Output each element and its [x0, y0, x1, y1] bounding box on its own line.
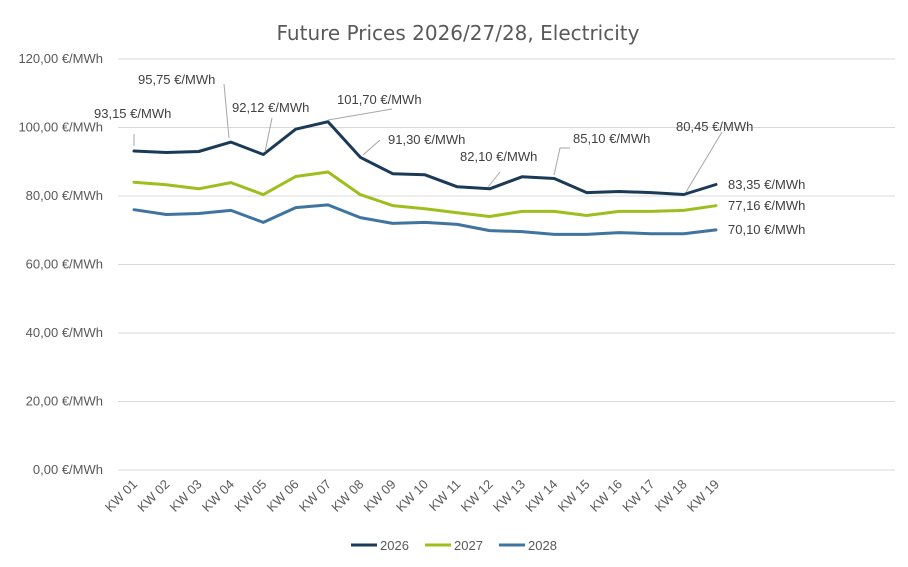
legend-label-2027: 2027	[454, 538, 483, 553]
gridlines	[118, 58, 895, 471]
x-tick-label: KW 18	[652, 477, 690, 515]
data-label: 82,10 €/MWh	[460, 149, 537, 164]
data-label: 91,30 €/MWh	[388, 132, 465, 147]
legend-label-2026: 2026	[380, 538, 409, 553]
legend: 2026 2027 2028	[351, 538, 557, 553]
x-tick-label: KW 16	[587, 477, 625, 515]
series-line-2028	[132, 203, 718, 236]
data-label: 70,10 €/MWh	[728, 222, 805, 237]
data-annotations: 93,15 €/MWh 95,75 €/MWh 92,12 €/MWh 101,70 …	[94, 72, 805, 237]
x-tick-label: KW 03	[167, 477, 205, 515]
y-tick-label: 0,00 €/MWh	[33, 462, 103, 477]
data-label: 80,45 €/MWh	[676, 119, 753, 134]
y-tick-label: 100,00 €/MWh	[18, 120, 103, 135]
x-tick-label: KW 06	[264, 477, 302, 515]
annotation-leader	[327, 108, 393, 121]
x-tick-label: KW 01	[102, 477, 140, 515]
series-lines	[132, 120, 718, 236]
x-tick-label: KW 19	[684, 477, 722, 515]
x-tick-label: KW 15	[555, 477, 593, 515]
x-tick-label: KW 08	[328, 477, 366, 515]
annotation-leader	[223, 83, 230, 139]
data-label: 93,15 €/MWh	[94, 106, 171, 121]
chart-title: Future Prices 2026/27/28, Electricity	[277, 21, 640, 45]
series-line-2027	[132, 170, 718, 218]
x-tick-label: KW 11	[426, 477, 464, 515]
annotation-leaders	[133, 83, 723, 193]
x-tick-label: KW 09	[361, 477, 399, 515]
x-tick-label: KW 17	[619, 477, 657, 515]
y-axis-ticks: 0,00 €/MWh 20,00 €/MWh 40,00 €/MWh 60,00 €/…	[18, 51, 103, 477]
data-label: 95,75 €/MWh	[138, 72, 215, 87]
x-tick-label: KW 12	[458, 477, 496, 515]
data-label: 85,10 €/MWh	[573, 131, 650, 146]
x-tick-label: KW 13	[490, 477, 528, 515]
y-tick-label: 40,00 €/MWh	[26, 325, 103, 340]
annotation-leader	[362, 139, 381, 156]
annotation-leader	[685, 131, 723, 193]
data-label: 83,35 €/MWh	[728, 177, 805, 192]
annotation-leader	[487, 171, 501, 188]
x-tick-label: KW 04	[199, 477, 237, 515]
y-tick-label: 80,00 €/MWh	[26, 188, 103, 203]
data-label: 92,12 €/MWh	[232, 100, 309, 115]
data-label: 101,70 €/MWh	[337, 92, 422, 107]
y-tick-label: 120,00 €/MWh	[18, 51, 103, 66]
data-label: 77,16 €/MWh	[728, 198, 805, 213]
legend-label-2028: 2028	[528, 538, 557, 553]
series-line-2026	[132, 120, 718, 196]
x-tick-label: KW 05	[231, 477, 269, 515]
y-tick-label: 20,00 €/MWh	[26, 394, 103, 409]
x-tick-label: KW 07	[296, 477, 334, 515]
annotation-leader	[264, 117, 273, 153]
annotation-leader	[553, 147, 570, 176]
x-tick-label: KW 10	[393, 477, 431, 515]
y-tick-label: 60,00 €/MWh	[26, 257, 103, 272]
x-tick-label: KW 14	[522, 477, 560, 515]
x-tick-label: KW 02	[134, 477, 172, 515]
